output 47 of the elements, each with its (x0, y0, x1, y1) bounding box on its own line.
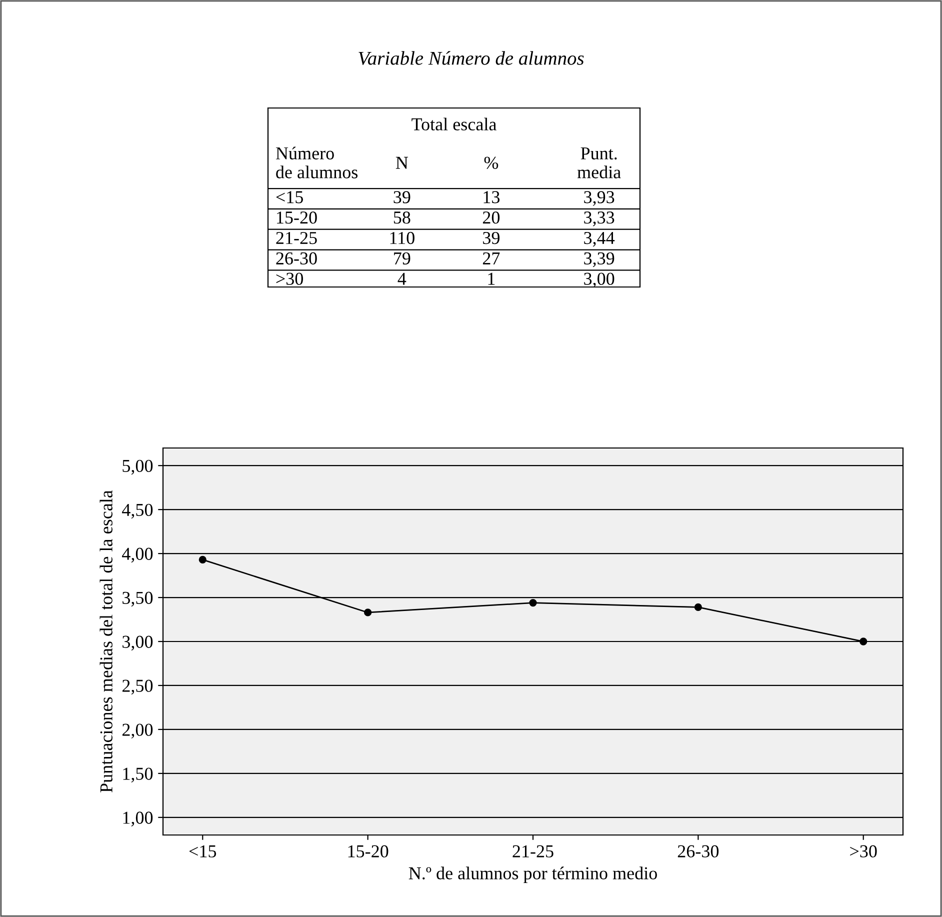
text: Punt. media (577, 147, 621, 178)
text: 39 (483, 232, 500, 244)
text: 21-25 (276, 232, 317, 244)
text: 13 (484, 191, 500, 204)
text: 26-30 (276, 252, 317, 264)
y-tick-label: 4,00 (122, 548, 153, 563)
x-tick-label: 26-30 (678, 845, 719, 858)
text: 3,39 (584, 252, 614, 268)
text: 1 (488, 272, 495, 285)
text: 20 (482, 211, 500, 224)
text: Variable Número de alumnos (358, 51, 584, 65)
text: Número de alumnos (276, 146, 358, 178)
text: 79 (394, 252, 410, 264)
text: 15-20 (277, 211, 317, 224)
text: 27 (482, 252, 500, 264)
text: 3,33 (584, 212, 614, 226)
text: <15 (276, 191, 303, 204)
point (364, 608, 372, 616)
x-tick-label: >30 (850, 845, 877, 858)
text: >30 (276, 272, 303, 285)
text: N (396, 156, 408, 169)
text: Total escala (412, 118, 496, 130)
x-tick-label: 15-20 (348, 845, 388, 858)
y-tick-label: 1,00 (123, 812, 153, 826)
text: 3,00 (584, 272, 614, 288)
text: 3,93 (584, 191, 614, 206)
y-tick-label: 3,50 (122, 592, 153, 607)
text: 39 (394, 191, 410, 204)
x-tick-label: <15 (189, 845, 216, 858)
text: % (484, 156, 498, 169)
y-tick-label: 2,50 (122, 680, 153, 695)
point (860, 638, 868, 646)
y-axis-title: Puntuaciones medias del total de la escala (100, 490, 112, 792)
y-tick-label: 3,00 (122, 636, 153, 651)
y-tick-label: 1,50 (123, 768, 153, 782)
text: 58 (394, 211, 410, 224)
text: 4 (398, 272, 406, 285)
point (198, 556, 206, 564)
x-axis-title: N.º de alumnos por término medio (408, 866, 657, 884)
text: 3,44 (584, 232, 615, 247)
text: 110 (390, 232, 414, 244)
y-tick-label: 5,00 (122, 460, 153, 475)
point (529, 598, 537, 607)
x-tick-label: 21-25 (512, 845, 554, 858)
point (694, 603, 702, 612)
y-tick-label: 2,00 (122, 724, 153, 738)
y-tick-label: 4,50 (122, 504, 153, 519)
